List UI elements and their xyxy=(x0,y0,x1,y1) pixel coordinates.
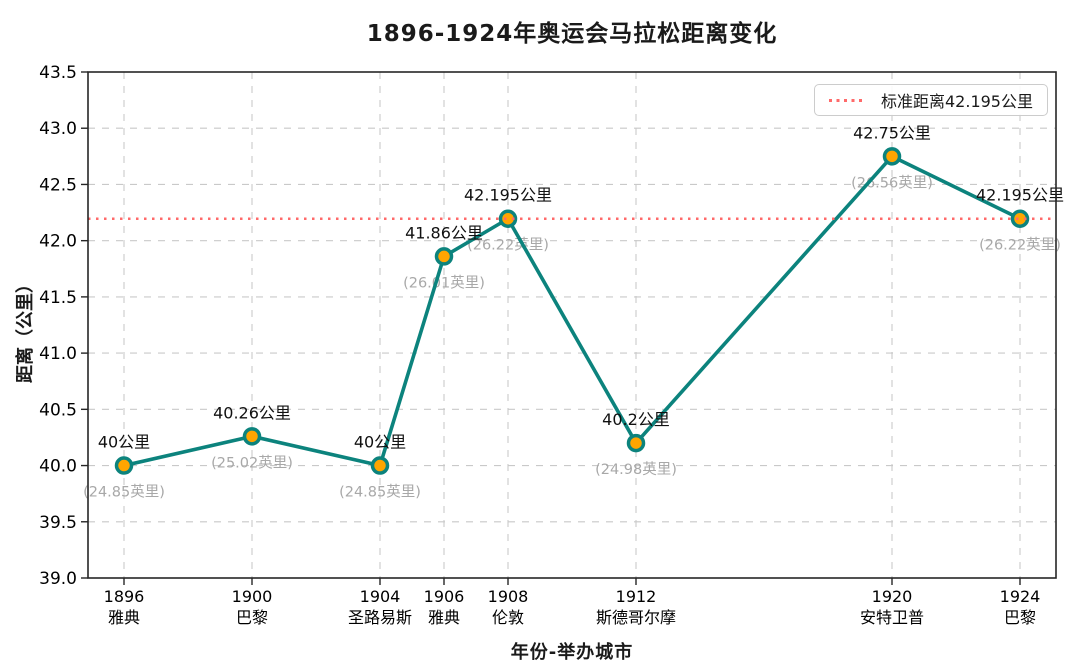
legend-label: 标准距离42.195公里 xyxy=(881,92,1033,111)
mile-annotation: (24.98英里) xyxy=(595,460,677,478)
data-point-marker xyxy=(114,456,134,475)
y-tick-label: 42.0 xyxy=(39,232,77,252)
km-value-label: 42.195公里 xyxy=(976,186,1064,205)
x-tick-year: 1912 xyxy=(616,587,657,606)
y-tick-label: 40.0 xyxy=(39,457,77,477)
x-tick-city: 伦敦 xyxy=(492,608,524,627)
mile-annotation: (25.02英里) xyxy=(211,453,293,471)
x-tick-year: 1920 xyxy=(872,587,913,606)
x-tick-year: 1908 xyxy=(488,587,529,606)
x-tick-city: 斯德哥尔摩 xyxy=(596,608,676,627)
km-value-label: 42.195公里 xyxy=(464,186,552,205)
distance-line xyxy=(122,154,1022,468)
plot-border xyxy=(87,71,1057,579)
x-tick-year: 1906 xyxy=(424,587,465,606)
x-axis-label: 年份-举办城市 xyxy=(510,642,634,663)
dotted-line-icon xyxy=(829,98,865,102)
x-tick-year: 1924 xyxy=(1000,587,1041,606)
y-tick-label: 42.5 xyxy=(39,175,77,195)
y-tick-label: 43.5 xyxy=(39,63,77,83)
x-tick-city: 雅典 xyxy=(428,608,460,627)
data-point-marker xyxy=(242,427,262,446)
data-point-marker xyxy=(434,247,454,266)
data-point-marker xyxy=(498,209,518,228)
x-tick-year: 1904 xyxy=(360,587,401,606)
data-point-marker xyxy=(1010,209,1030,228)
legend: 标准距离42.195公里 xyxy=(814,84,1048,116)
km-value-label: 40.2公里 xyxy=(602,410,670,429)
mile-annotation: (26.22英里) xyxy=(467,236,549,254)
chart-title: 1896-1924年奥运会马拉松距离变化 xyxy=(366,21,778,47)
x-tick-year: 1896 xyxy=(104,587,145,606)
x-tick-city: 圣路易斯 xyxy=(348,608,412,627)
km-value-label: 40公里 xyxy=(98,433,150,452)
km-value-label: 42.75公里 xyxy=(853,123,931,142)
mile-annotation: (24.85英里) xyxy=(339,483,421,501)
mile-annotation: (24.85英里) xyxy=(83,483,165,501)
x-tick-year: 1900 xyxy=(232,587,273,606)
y-tick-label: 40.5 xyxy=(39,400,77,420)
km-value-label: 41.86公里 xyxy=(405,223,483,242)
y-tick-label: 41.5 xyxy=(39,288,77,308)
y-tick-label: 39.0 xyxy=(39,569,77,589)
data-point-marker xyxy=(882,147,902,166)
km-value-label: 40公里 xyxy=(354,433,406,452)
y-tick-label: 39.5 xyxy=(39,513,77,533)
data-point-marker xyxy=(370,456,390,475)
x-tick-city: 巴黎 xyxy=(1004,608,1036,627)
y-tick-label: 41.0 xyxy=(39,344,77,364)
mile-annotation: (26.22英里) xyxy=(979,236,1061,254)
x-tick-city: 安特卫普 xyxy=(860,608,924,627)
y-tick-label: 43.0 xyxy=(39,119,77,139)
x-tick-city: 雅典 xyxy=(108,608,140,627)
mile-annotation: (26.01英里) xyxy=(403,273,485,291)
y-axis-label: 距离（公里） xyxy=(15,275,36,383)
data-point-marker xyxy=(626,433,646,453)
km-value-label: 40.26公里 xyxy=(213,403,291,422)
x-tick-city: 巴黎 xyxy=(236,608,268,627)
